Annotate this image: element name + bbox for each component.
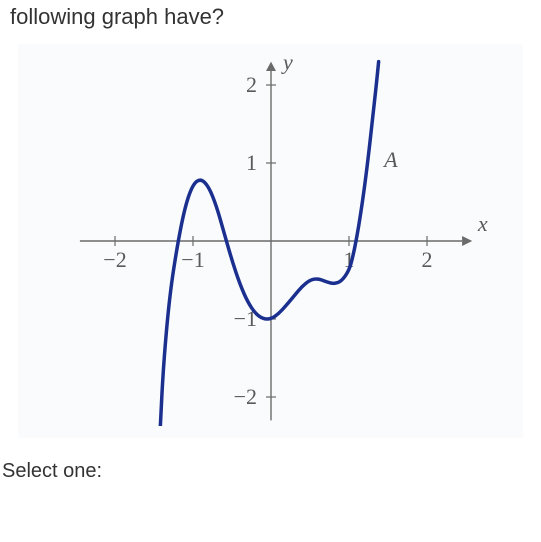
footer-partial: Select one: [0, 438, 541, 478]
svg-text:−2: −2 [103, 247, 126, 272]
svg-text:A: A [382, 147, 398, 172]
svg-text:2: 2 [246, 72, 257, 97]
polynomial-chart: −2−112−2−112xyA [31, 56, 511, 426]
select-one-label: Select one: [2, 460, 102, 478]
question-line2: following graph have? [10, 4, 224, 29]
svg-text:−1: −1 [181, 247, 204, 272]
svg-text:2: 2 [421, 247, 432, 272]
svg-text:x: x [476, 211, 487, 236]
svg-text:y: y [281, 56, 293, 75]
svg-text:1: 1 [246, 150, 257, 175]
svg-text:−2: −2 [233, 384, 256, 409]
question-text: following graph have? [0, 0, 541, 44]
chart-panel: −2−112−2−112xyA [18, 44, 523, 438]
